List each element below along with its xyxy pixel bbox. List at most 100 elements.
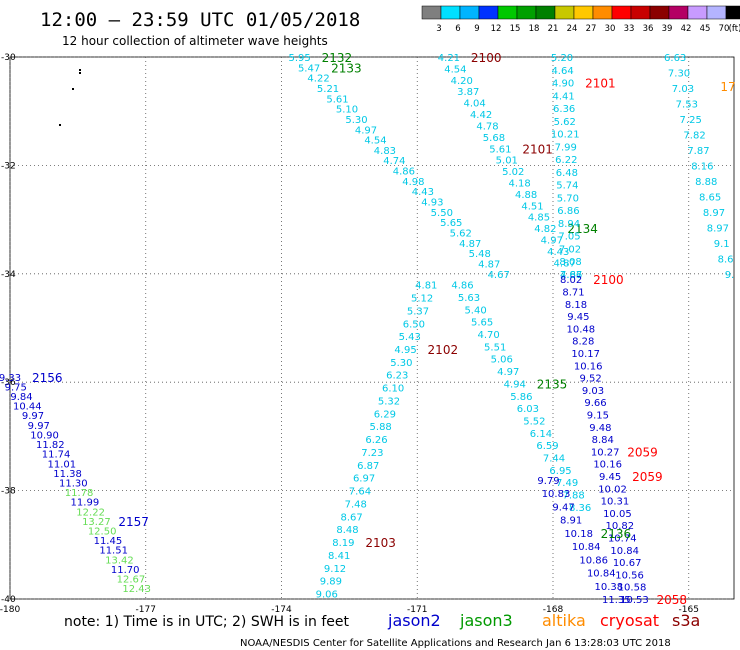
- swh-value: 8.6: [718, 254, 734, 265]
- colorbar-swatch: [459, 5, 480, 20]
- colorbar-swatch: [630, 5, 651, 20]
- swh-value: 9.48: [589, 423, 611, 434]
- colorbar-swatch: [421, 5, 442, 20]
- swh-value: 9.89: [320, 577, 342, 588]
- swh-value: 4.51: [521, 201, 543, 212]
- swh-value: 6.63: [664, 53, 686, 64]
- colorbar-swatch: [535, 5, 556, 20]
- x-tick-label: -180: [0, 605, 20, 615]
- swh-value: 10.67: [613, 558, 642, 569]
- footer: note: 1) Time is in UTC; 2) SWH is in fe…: [64, 611, 700, 649]
- swh-value: 11.70: [111, 565, 140, 576]
- swh-value: 4.87: [459, 239, 481, 250]
- swh-value: 8.88: [695, 177, 717, 188]
- swh-value: 10.44: [13, 402, 42, 413]
- swh-value: 5.62: [450, 229, 472, 240]
- swh-value: 8.28: [572, 337, 594, 348]
- colorbar-swatch: [516, 5, 537, 20]
- x-tick-label: -165: [679, 605, 699, 615]
- swh-value: 5.65: [440, 218, 462, 229]
- swh-value: 12.50: [88, 527, 117, 538]
- time-label: 2059: [632, 470, 663, 484]
- swh-value: 13.27: [82, 517, 111, 528]
- colorbar-tick-label: 15: [510, 24, 521, 34]
- swh-value: 6.59: [536, 441, 558, 452]
- swh-value: 6.26: [365, 435, 387, 446]
- colorbar-tick-label: 42: [681, 24, 692, 34]
- time-label: 2100: [471, 51, 502, 65]
- swh-value: 9.66: [584, 398, 606, 409]
- swh-value: 11.74: [42, 450, 71, 461]
- y-tick-label: -32: [1, 161, 16, 171]
- swh-value: 8.91: [560, 516, 582, 527]
- swh-value: 7.53: [676, 99, 698, 110]
- time-label: 17: [720, 80, 735, 94]
- swh-value: 6.97: [353, 474, 375, 485]
- swh-value: 3.87: [457, 87, 479, 98]
- swh-value: 7.87: [687, 146, 709, 157]
- swh-value: 7.44: [543, 453, 565, 464]
- swh-value: 5.65: [471, 318, 493, 329]
- swh-value: 4.86: [393, 167, 415, 178]
- swh-value: 4.64: [551, 66, 573, 77]
- swh-value: 5.52: [523, 416, 545, 427]
- swh-value: 11.35: [602, 595, 631, 606]
- colorbar-tick-label: 39: [662, 24, 673, 34]
- swh-value: 11.38: [53, 469, 82, 480]
- swh-value: 4.82: [534, 224, 556, 235]
- land-dot: [79, 72, 81, 74]
- swh-value: 5.40: [464, 305, 486, 316]
- swh-value: 9.47: [552, 502, 574, 513]
- colorbar-swatch: [497, 5, 518, 20]
- y-tick-label: -34: [1, 270, 16, 280]
- swh-value: 10.74: [608, 534, 637, 545]
- chart-subtitle: 12 hour collection of altimeter wave hei…: [62, 34, 328, 48]
- swh-value: 6.03: [517, 404, 539, 415]
- swh-value: 9.45: [567, 312, 589, 323]
- swh-value: 8.84: [592, 435, 614, 446]
- colorbar-tick-label: 18: [529, 24, 540, 34]
- colorbar-tick-label: 70: [719, 24, 730, 34]
- time-label: 2058: [656, 593, 687, 607]
- swh-value: 6.87: [357, 461, 379, 472]
- x-tick-label: -177: [136, 605, 156, 615]
- swh-value: 11.82: [36, 440, 65, 451]
- swh-value: 9.52: [579, 374, 601, 385]
- swh-value: 4.21: [438, 53, 460, 64]
- swh-value: 5.02: [502, 167, 524, 178]
- swh-value: 10.84: [572, 542, 601, 553]
- colorbar-swatch: [706, 5, 727, 20]
- swh-value: 8.18: [565, 300, 587, 311]
- colorbar-tick-label: 33: [624, 24, 635, 34]
- swh-value: 7.03: [672, 84, 694, 95]
- swh-value: 5.32: [378, 396, 400, 407]
- swh-value: 9.97: [28, 421, 50, 432]
- y-tick-label: -36: [1, 378, 16, 388]
- swh-value: 10.16: [574, 361, 603, 372]
- colorbar-tick-label: 30: [605, 24, 616, 34]
- colorbar-tick-label: 12: [491, 24, 502, 34]
- swh-value: 4.42: [470, 110, 492, 121]
- swh-value: 8.97: [703, 208, 725, 219]
- swh-value: 5.37: [407, 306, 429, 317]
- swh-value: 4.41: [553, 91, 575, 102]
- swh-value: 5.43: [399, 332, 421, 343]
- swh-value: 4.98: [402, 177, 424, 188]
- swh-value: 10.21: [551, 130, 580, 141]
- swh-value: 8.97: [707, 223, 729, 234]
- plot-area: -180 -177 -174 -171 -168 -165 -30 -32 -34 -36 -38 -…: [0, 51, 736, 615]
- colorbar-swatch: [649, 5, 670, 20]
- swh-value: 10.90: [30, 430, 59, 441]
- swh-value: 5.68: [483, 133, 505, 144]
- swh-value: 9.06: [316, 590, 338, 601]
- swh-value: 10.38: [594, 582, 623, 593]
- grid-lines: [9, 56, 734, 600]
- y-tick-label: -40: [1, 595, 16, 605]
- time-label: 2136: [601, 527, 632, 541]
- swh-value: 6.50: [403, 319, 425, 330]
- swh-value: 6.48: [556, 168, 578, 179]
- swh-value: 7.23: [361, 448, 383, 459]
- colorbar-swatch: [687, 5, 708, 20]
- swh-value: 9.33: [0, 373, 21, 384]
